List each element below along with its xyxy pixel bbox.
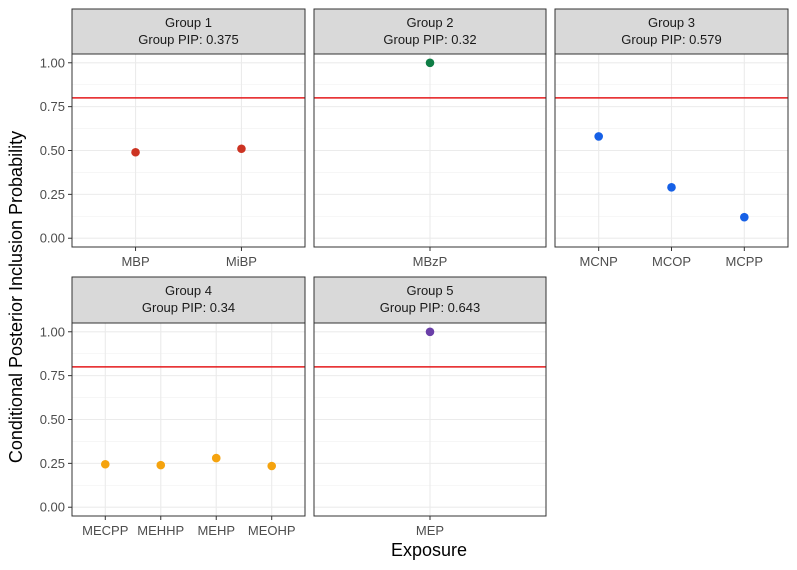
panel-4-point-mehp xyxy=(211,453,221,463)
panel-3-strip xyxy=(554,8,789,55)
panel-3-x-tick-label: MCOP xyxy=(652,254,691,269)
panel-2-strip xyxy=(313,8,547,55)
panel-4-y-tick-label: 0.50 xyxy=(40,412,65,427)
panel-4-y-tick-label: 0.00 xyxy=(40,500,65,515)
panel-1-point-mibp xyxy=(237,144,246,154)
panel-4-subtitle: Group PIP: 0.34 xyxy=(142,300,235,315)
panel-3-point-mcpp xyxy=(740,212,749,222)
panel-4-point-mecpp xyxy=(100,459,110,469)
panel-1-y-tick-label: 0.50 xyxy=(40,143,65,158)
panel-4-x-tick-label: MEHHP xyxy=(137,523,184,538)
panel-1-point-mbp xyxy=(131,147,140,157)
panel-5-x-tick-label: MEP xyxy=(416,523,444,538)
panel-1-subtitle: Group PIP: 0.375 xyxy=(138,32,238,47)
panel-4-title: Group 4 xyxy=(165,283,212,298)
panel-1-title: Group 1 xyxy=(165,15,212,30)
panel-1-y-tick-label: 0.00 xyxy=(40,231,65,246)
panel-5-strip xyxy=(313,276,547,324)
panel-4-x-tick-label: MEOHP xyxy=(248,523,296,538)
panel-1-strip xyxy=(71,8,306,55)
panel-3-x-tick-label: MCPP xyxy=(726,254,764,269)
panel-4-x-tick-label: MEHP xyxy=(197,523,235,538)
panel-4-x-tick-label: MECPP xyxy=(82,523,128,538)
panel-2-point-mbzp xyxy=(425,58,435,68)
panel-4-y-tick-label: 0.25 xyxy=(40,456,65,471)
panel-1-x-tick-label: MBP xyxy=(121,254,149,269)
panel-2-title: Group 2 xyxy=(407,15,454,30)
panel-1-y-tick-label: 0.25 xyxy=(40,187,65,202)
panel-3-point-mcop xyxy=(667,183,676,192)
panel-5-title: Group 5 xyxy=(407,283,454,298)
panel-4-strip xyxy=(71,276,306,324)
panel-1-x-tick-label: MiBP xyxy=(226,254,257,269)
panel-1-y-tick-label: 1.00 xyxy=(40,55,65,70)
panel-3-subtitle: Group PIP: 0.579 xyxy=(621,32,721,47)
panel-2-subtitle: Group PIP: 0.32 xyxy=(383,32,476,47)
x-axis-title: Exposure xyxy=(391,540,467,560)
panel-5-subtitle: Group PIP: 0.643 xyxy=(380,300,480,315)
panel-3-title: Group 3 xyxy=(648,15,695,30)
panel-5-point-mep xyxy=(425,327,435,337)
panel-3-x-tick-label: MCNP xyxy=(580,254,618,269)
panel-4-y-tick-label: 1.00 xyxy=(40,324,65,339)
panel-3-point-mcnp xyxy=(594,132,603,141)
panel-2-x-tick-label: MBzP xyxy=(413,254,448,269)
panel-1-y-tick-label: 0.75 xyxy=(40,99,65,114)
panel-4-point-meohp xyxy=(267,461,277,471)
y-axis-title: Conditional Posterior Inclusion Probabil… xyxy=(6,131,26,463)
panel-4-point-mehhp xyxy=(156,460,166,470)
panel-4-y-tick-label: 0.75 xyxy=(40,368,65,383)
